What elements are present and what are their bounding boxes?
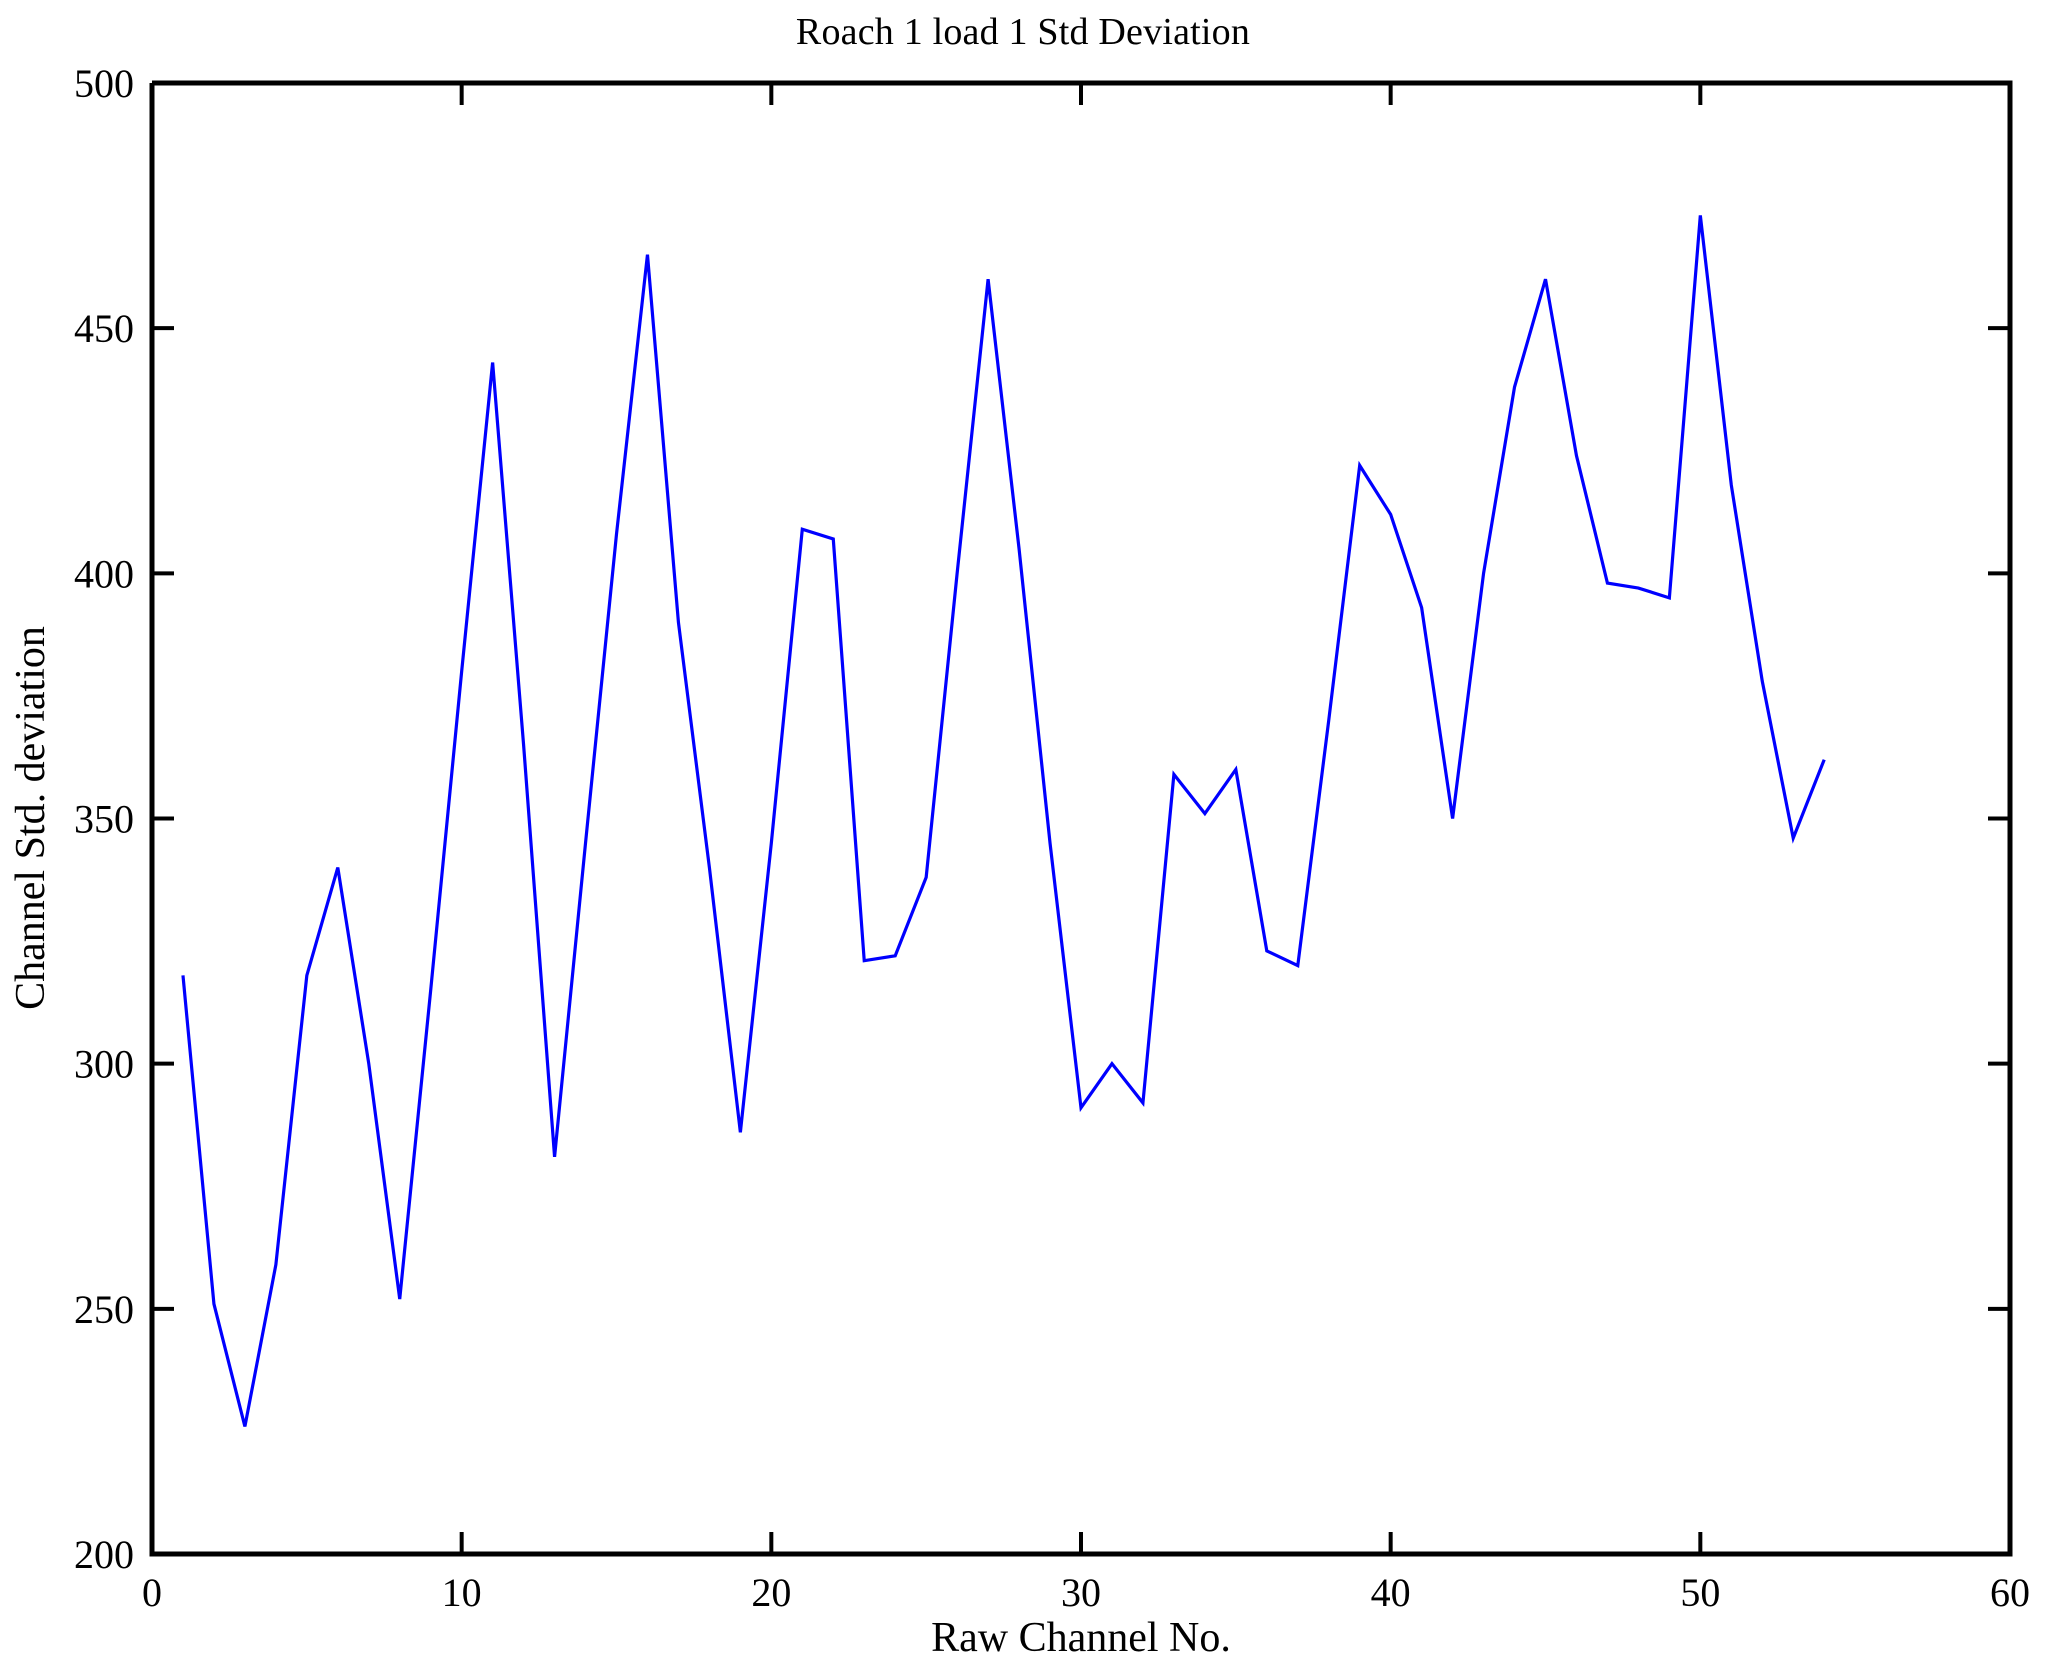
axis-frame <box>149 80 2013 1557</box>
axes-group <box>149 80 2013 1557</box>
chart-title: Roach 1 load 1 Std Deviation <box>795 11 1251 53</box>
y-tick-label: 500 <box>74 61 134 106</box>
y-tick-label: 250 <box>74 1287 134 1332</box>
x-tick-label: 20 <box>751 1570 791 1615</box>
y-tick-label: 200 <box>74 1532 134 1577</box>
x-tick-label: 0 <box>142 1570 162 1615</box>
y-tick-label: 450 <box>74 306 134 351</box>
x-tick-label: 60 <box>1990 1570 2030 1615</box>
y-tick-label: 350 <box>74 797 134 842</box>
x-tick-label: 40 <box>1371 1570 1411 1615</box>
y-axis-ticks <box>152 81 2010 1556</box>
y-tick-label: 300 <box>74 1042 134 1087</box>
y-tick-label: 400 <box>74 551 134 596</box>
x-axis-title: Raw Channel No. <box>931 1615 1231 1661</box>
x-axis-ticks <box>150 83 2012 1554</box>
x-tick-label: 10 <box>442 1570 482 1615</box>
x-axis-tick-labels: 0 10 20 30 40 50 60 <box>142 1570 2030 1615</box>
data-series-line <box>181 215 1826 1427</box>
x-tick-label: 50 <box>1680 1570 1720 1615</box>
x-tick-label: 30 <box>1061 1570 1101 1615</box>
y-axis-tick-labels: 200 250 300 350 400 450 500 <box>74 61 134 1577</box>
y-axis-title: Channel Std. deviation <box>8 626 54 1010</box>
